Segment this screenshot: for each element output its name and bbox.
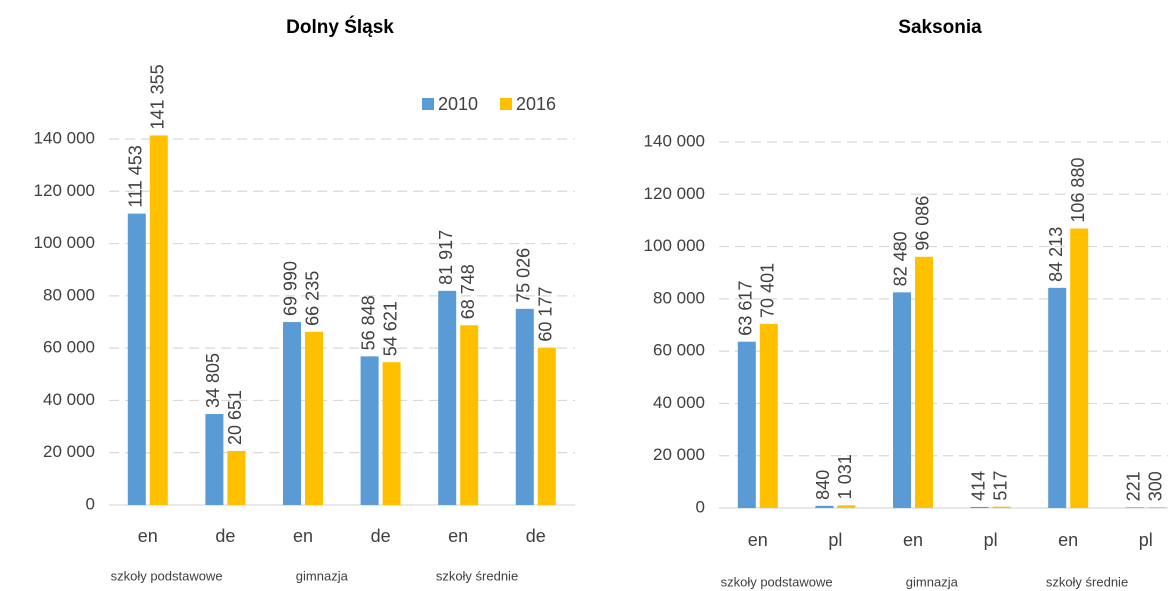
bar: [360, 356, 379, 505]
y-tick-label: 120 000: [34, 181, 95, 200]
bar: [537, 347, 556, 505]
x-tick-label: en: [138, 526, 158, 546]
bar: [283, 322, 301, 505]
value-label: 20 651: [225, 390, 245, 445]
x-tick-label: pl: [1139, 530, 1153, 550]
bar: [382, 362, 401, 505]
bar: [737, 341, 756, 508]
y-tick-label: 100 000: [34, 233, 95, 252]
value-label: 34 805: [203, 353, 223, 408]
value-label: 141 355: [148, 64, 168, 129]
chart-title: Dolny Śląsk: [286, 16, 394, 38]
y-tick-label: 140 000: [644, 131, 705, 150]
x-tick-label: en: [293, 526, 313, 546]
bar: [1048, 287, 1067, 508]
value-label: 75 026: [514, 248, 534, 303]
value-label: 517: [990, 471, 1010, 501]
chart-title: Saksonia: [898, 17, 982, 38]
legend-swatch: [422, 98, 434, 110]
y-tick-label: 20 000: [653, 445, 705, 464]
x-tick-label: en: [903, 530, 923, 550]
bar: [227, 451, 246, 505]
y-tick-label: 60 000: [653, 341, 705, 360]
bar: [915, 256, 933, 508]
group-label: szkoły średnie: [1046, 574, 1128, 589]
value-label: 63 617: [736, 281, 756, 336]
value-label: 111 453: [126, 145, 146, 207]
bar: [1147, 507, 1166, 508]
bar: [992, 506, 1011, 508]
value-label: 221: [1124, 471, 1144, 501]
value-label: 84 213: [1046, 227, 1066, 282]
bar: [1070, 228, 1089, 508]
bar: [460, 325, 479, 505]
legend-swatch: [500, 98, 512, 110]
x-tick-label: de: [371, 526, 391, 546]
legend-label: 2010: [438, 94, 478, 114]
value-label: 81 917: [436, 230, 456, 285]
bar: [205, 414, 224, 505]
x-tick-label: de: [215, 526, 235, 546]
value-label: 60 177: [536, 287, 556, 342]
y-tick-label: 20 000: [43, 442, 95, 461]
value-label: 300: [1146, 471, 1166, 501]
value-label: 96 086: [913, 196, 933, 251]
y-tick-label: 40 000: [43, 390, 95, 409]
y-tick-label: 80 000: [653, 288, 705, 307]
value-label: 414: [968, 471, 988, 501]
group-label: szkoły podstawowe: [111, 568, 223, 583]
bar: [438, 290, 457, 505]
y-tick-label: 80 000: [43, 285, 95, 304]
value-label: 56 848: [358, 295, 378, 350]
bar: [305, 331, 323, 505]
value-label: 106 880: [1068, 158, 1088, 223]
bar: [149, 135, 168, 505]
bar: [1125, 507, 1144, 508]
bar: [759, 323, 778, 508]
value-label: 54 621: [380, 301, 400, 356]
value-label: 82 480: [891, 231, 911, 286]
value-label: 66 235: [303, 271, 323, 326]
y-tick-label: 40 000: [653, 393, 705, 412]
value-label: 68 748: [458, 264, 478, 319]
value-label: 70 401: [758, 263, 778, 318]
legend-label: 2016: [516, 94, 556, 114]
y-tick-label: 140 000: [34, 128, 95, 147]
x-tick-label: de: [526, 526, 546, 546]
value-label: 69 990: [281, 261, 301, 316]
group-label: gimnazja: [906, 574, 959, 589]
y-tick-label: 120 000: [644, 184, 705, 203]
group-label: szkoły podstawowe: [721, 574, 833, 589]
x-tick-label: pl: [984, 530, 998, 550]
bar: [970, 506, 989, 508]
bar: [127, 213, 146, 506]
x-tick-label: en: [1058, 530, 1078, 550]
y-tick-label: 60 000: [43, 338, 95, 357]
bar: [515, 308, 534, 505]
bar: [815, 505, 834, 508]
group-label: gimnazja: [296, 568, 349, 583]
y-tick-label: 0: [696, 497, 705, 516]
value-label: 840: [813, 470, 833, 500]
group-label: szkoły średnie: [436, 568, 518, 583]
x-tick-label: en: [448, 526, 468, 546]
x-tick-label: pl: [828, 530, 842, 550]
x-tick-label: en: [748, 530, 768, 550]
y-tick-label: 0: [86, 494, 95, 513]
bar: [837, 505, 856, 508]
bar: [893, 292, 911, 508]
value-label: 1 031: [835, 454, 855, 499]
y-tick-label: 100 000: [644, 236, 705, 255]
